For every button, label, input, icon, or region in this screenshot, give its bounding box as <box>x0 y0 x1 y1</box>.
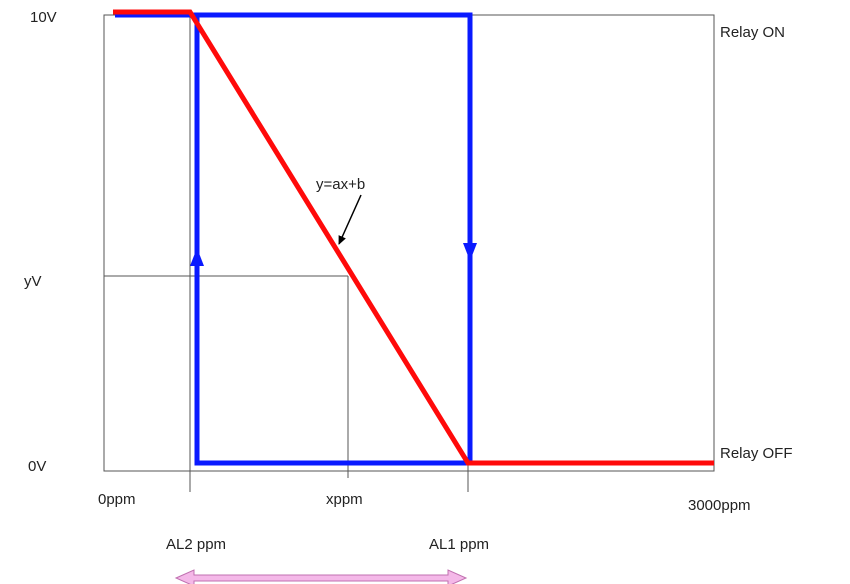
hysteresis-span-arrow <box>174 569 468 584</box>
formula-label: y=ax+b <box>316 176 365 193</box>
relay-state-line <box>115 12 714 466</box>
x-label-0ppm: 0ppm <box>98 491 136 508</box>
output-voltage-line <box>113 9 714 466</box>
x-label-xppm: xppm <box>326 491 363 508</box>
relay-down-arrow <box>463 243 477 261</box>
relay-up-arrow <box>190 248 204 266</box>
y-label-0v: 0V <box>28 458 46 475</box>
y-label-10v: 10V <box>30 9 57 26</box>
x-label-al2: AL2 ppm <box>166 536 226 553</box>
relay-on-label: Relay ON <box>720 24 785 41</box>
y-label-yv: yV <box>24 273 42 290</box>
x-label-al1: AL1 ppm <box>429 536 489 553</box>
formula-pointer-arrow <box>338 194 362 245</box>
relay-off-label: Relay OFF <box>720 445 793 462</box>
x-label-3000ppm: 3000ppm <box>688 497 751 514</box>
